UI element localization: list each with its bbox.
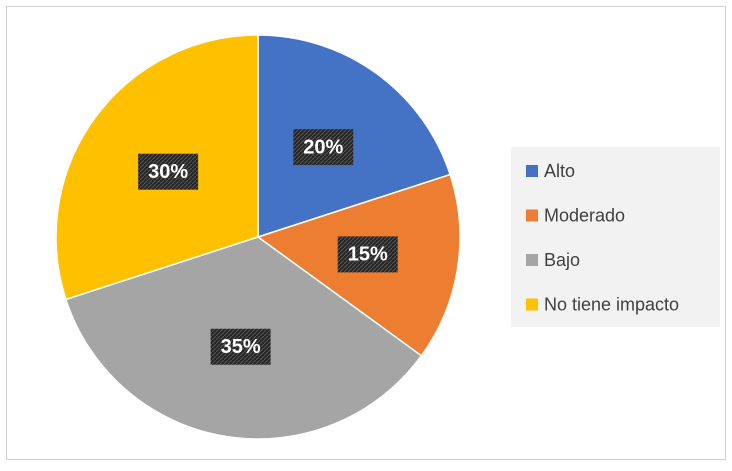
value-label: 35% (221, 336, 261, 358)
value-label-box (337, 236, 398, 273)
legend-label: No tiene impacto (544, 294, 679, 314)
legend-swatch (526, 298, 538, 311)
pie-slice (257, 34, 452, 239)
legend-label: Bajo (544, 250, 580, 270)
value-label-box (293, 129, 354, 166)
value-label-box (138, 153, 199, 190)
legend-label: Alto (544, 161, 575, 181)
legend-label: Moderado (544, 205, 625, 225)
value-label: 15% (348, 244, 388, 266)
legend-swatch (526, 209, 538, 222)
legend-box (511, 147, 720, 327)
legend-swatch (526, 165, 538, 177)
value-label: 30% (148, 161, 188, 183)
value-label-box (210, 328, 271, 365)
value-label: 20% (303, 136, 343, 158)
legend-swatch (526, 254, 538, 266)
